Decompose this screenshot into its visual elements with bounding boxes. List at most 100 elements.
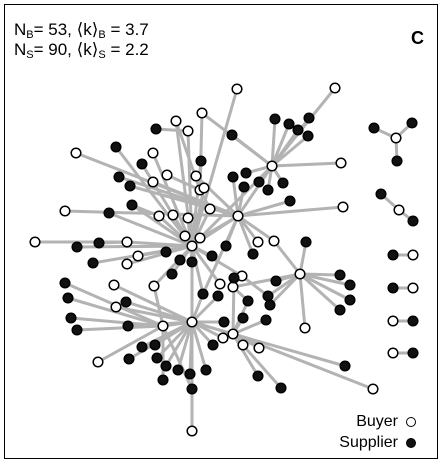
- buyer-node: [147, 147, 159, 159]
- supplier-node: [270, 275, 282, 287]
- network-edge: [231, 318, 268, 336]
- buyer-node: [337, 201, 349, 213]
- network-edge: [236, 199, 292, 218]
- supplier-node: [269, 113, 281, 125]
- network-edge: [270, 122, 291, 168]
- buyer-node: [170, 115, 182, 127]
- supplier-node: [303, 112, 315, 124]
- supplier-node: [407, 315, 419, 327]
- buyer-node: [132, 250, 144, 262]
- buyer-node: [148, 280, 160, 292]
- network-edge: [201, 214, 240, 296]
- network-edge: [268, 272, 302, 307]
- buyer-node: [335, 157, 347, 169]
- supplier-node: [126, 199, 138, 211]
- network-edge: [165, 173, 202, 192]
- buyer-node: [153, 210, 165, 222]
- buyer-node: [182, 125, 194, 137]
- network-edge: [190, 87, 239, 248]
- supplier-node: [160, 246, 172, 258]
- network-edge: [298, 272, 352, 287]
- legend-buyer-label: Buyer: [356, 413, 398, 430]
- network-edge: [270, 134, 310, 168]
- supplier-node: [226, 129, 238, 141]
- network-edge: [75, 324, 165, 332]
- supplier-node: [237, 312, 249, 324]
- supplier-node: [195, 155, 207, 167]
- buyer-node: [407, 249, 419, 261]
- supplier-node: [103, 207, 115, 219]
- supplier-stats: NS= 90, ⟨k⟩S = 2.2: [14, 40, 149, 61]
- buyer-node: [294, 268, 306, 280]
- buyer-node: [329, 82, 341, 94]
- buyer-node: [121, 258, 133, 270]
- network-edge: [298, 272, 307, 330]
- supplier-node: [252, 370, 264, 382]
- network-edge: [114, 145, 194, 248]
- network-edge: [236, 214, 255, 256]
- buyer-stats: NB= 53, ⟨k⟩B = 3.7: [14, 20, 149, 41]
- node-layer: [29, 82, 419, 437]
- supplier-node: [334, 304, 346, 316]
- buyer-node: [268, 235, 280, 247]
- buyer-node: [367, 383, 379, 395]
- buyer-node: [121, 236, 133, 248]
- supplier-node: [277, 177, 289, 189]
- buyer-node: [231, 83, 243, 95]
- supplier-node: [242, 295, 254, 307]
- supplier-node: [122, 320, 134, 332]
- supplier-node: [124, 180, 136, 192]
- supplier-node: [247, 248, 259, 260]
- network-edge: [127, 320, 194, 361]
- supplier-node: [186, 256, 198, 268]
- supplier-node: [120, 296, 132, 308]
- supplier-node: [123, 353, 135, 365]
- supplier-node: [407, 347, 419, 359]
- supplier-node: [207, 339, 219, 351]
- buyer-node: [186, 240, 198, 252]
- supplier-node: [166, 268, 178, 280]
- buyer-node: [227, 328, 239, 340]
- network-edge: [112, 283, 194, 324]
- supplier-node: [174, 254, 186, 266]
- network-edge: [231, 332, 260, 378]
- buyer-node: [167, 209, 179, 221]
- buyer-node: [393, 204, 405, 216]
- buyer-node: [214, 278, 226, 290]
- network-edge: [164, 320, 194, 368]
- supplier-node: [253, 176, 265, 188]
- buyer-node: [232, 210, 244, 222]
- network-edge: [190, 244, 205, 296]
- network-edge: [270, 86, 337, 168]
- supplier-node: [264, 299, 276, 311]
- supplier-node: [113, 171, 125, 183]
- supplier-node: [149, 339, 161, 351]
- supplier-node: [186, 383, 198, 395]
- supplier-node: [136, 341, 148, 353]
- network-edge: [186, 216, 194, 264]
- buyer-node: [237, 339, 249, 351]
- buyer-node: [217, 332, 229, 344]
- buyer-node: [196, 107, 208, 119]
- buyer-node: [299, 322, 311, 334]
- supplier-node: [334, 269, 346, 281]
- supplier-node: [302, 130, 314, 142]
- supplier-node: [71, 241, 83, 253]
- supplier-node: [344, 279, 356, 291]
- network-edge: [298, 272, 352, 302]
- network-edge: [236, 164, 274, 218]
- network-edge: [231, 332, 375, 391]
- supplier-node: [228, 272, 240, 284]
- network-edge: [69, 316, 165, 328]
- supplier-node: [344, 294, 356, 306]
- buyer-node: [157, 320, 169, 332]
- network-edge: [107, 211, 194, 248]
- filled-circle-icon: [406, 438, 416, 448]
- supplier-node: [283, 118, 295, 130]
- buyer-node: [92, 356, 104, 368]
- network-edge: [231, 272, 302, 289]
- buyer-node: [161, 169, 173, 181]
- buyer-node: [70, 147, 82, 159]
- buyer-node: [194, 232, 206, 244]
- supplier-node: [93, 237, 105, 249]
